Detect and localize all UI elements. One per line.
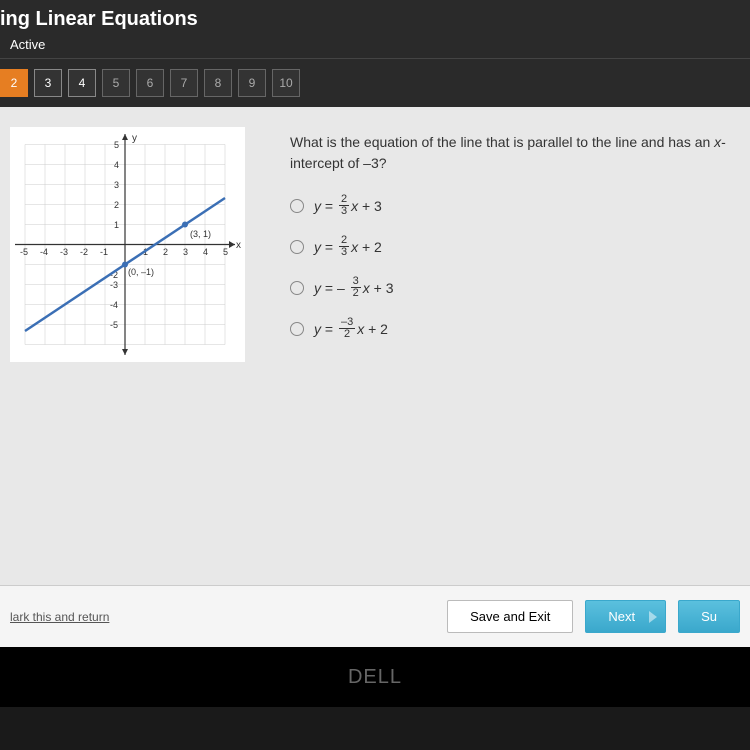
svg-text:-4: -4: [110, 300, 118, 310]
content-area: y x -5 -4 -3 -2 -1 1 2 3 4 5 5 4 3 2: [0, 107, 750, 647]
tab-6[interactable]: 6: [136, 69, 164, 97]
svg-text:-3: -3: [110, 280, 118, 290]
svg-text:1: 1: [114, 220, 119, 230]
graph-section: y x -5 -4 -3 -2 -1 1 2 3 4 5 5 4 3 2: [0, 107, 280, 647]
svg-text:-4: -4: [40, 247, 48, 257]
svg-text:-5: -5: [110, 320, 118, 330]
option-a[interactable]: y = 23x + 3: [290, 194, 740, 217]
y-axis-arrow-up: [122, 134, 128, 140]
svg-text:2: 2: [114, 200, 119, 210]
svg-text:4: 4: [203, 247, 208, 257]
coordinate-graph: y x -5 -4 -3 -2 -1 1 2 3 4 5 5 4 3 2: [10, 127, 245, 362]
point-label-1: (3, 1): [190, 229, 211, 239]
question-section: What is the equation of the line that is…: [280, 107, 750, 647]
tab-2[interactable]: 2: [0, 69, 28, 97]
svg-text:-3: -3: [60, 247, 68, 257]
svg-text:-2: -2: [80, 247, 88, 257]
footer-buttons: Save and Exit Next Su: [447, 600, 740, 633]
svg-text:-5: -5: [20, 247, 28, 257]
lesson-status: Active: [0, 31, 750, 59]
svg-text:2: 2: [163, 247, 168, 257]
tab-3[interactable]: 3: [34, 69, 62, 97]
radio-icon: [290, 322, 304, 336]
svg-text:5: 5: [114, 140, 119, 150]
tab-9[interactable]: 9: [238, 69, 266, 97]
submit-button[interactable]: Su: [678, 600, 740, 633]
option-b[interactable]: y = 23x + 2: [290, 235, 740, 258]
y-axis-arrow-down: [122, 349, 128, 355]
laptop-brand: DELL: [0, 647, 750, 707]
x-axis-label: x: [236, 240, 241, 251]
svg-text:-1: -1: [100, 247, 108, 257]
x-axis-arrow: [229, 241, 235, 248]
tab-4[interactable]: 4: [68, 69, 96, 97]
answer-options: y = 23x + 3 y = 23x + 2 y = – 32x + 3 y …: [290, 194, 740, 340]
footer-bar: lark this and return Save and Exit Next …: [0, 585, 750, 647]
tab-5[interactable]: 5: [102, 69, 130, 97]
lesson-header: ing Linear Equations Active 2 3 4 5 6 7 …: [0, 0, 750, 107]
radio-icon: [290, 240, 304, 254]
point-3-1: [182, 222, 188, 228]
tab-7[interactable]: 7: [170, 69, 198, 97]
lesson-title: ing Linear Equations: [0, 8, 750, 31]
tab-8[interactable]: 8: [204, 69, 232, 97]
question-text: What is the equation of the line that is…: [290, 132, 740, 174]
radio-icon: [290, 199, 304, 213]
option-c[interactable]: y = – 32x + 3: [290, 276, 740, 299]
option-d[interactable]: y = –32x + 2: [290, 317, 740, 340]
svg-text:3: 3: [183, 247, 188, 257]
svg-text:3: 3: [114, 180, 119, 190]
question-nav-tabs: 2 3 4 5 6 7 8 9 10: [0, 59, 750, 107]
next-button[interactable]: Next: [585, 600, 666, 633]
radio-icon: [290, 281, 304, 295]
point-label-2: (0, –1): [128, 267, 154, 277]
y-axis-label: y: [132, 133, 137, 144]
svg-text:4: 4: [114, 160, 119, 170]
save-exit-button[interactable]: Save and Exit: [447, 600, 573, 633]
svg-text:5: 5: [223, 247, 228, 257]
mark-return-link[interactable]: lark this and return: [10, 610, 109, 624]
tab-10[interactable]: 10: [272, 69, 300, 97]
